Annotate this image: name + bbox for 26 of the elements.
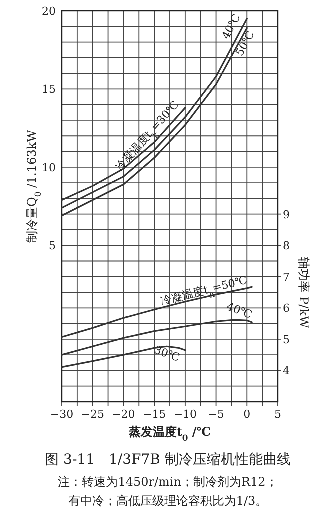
x-tick-label: −5 — [208, 408, 224, 421]
x-tick-label: 5 — [274, 408, 282, 421]
x-tick-label: −20 — [112, 408, 136, 421]
y-tick-label: 10 — [42, 161, 56, 174]
y2-tick-label: 8 — [283, 240, 290, 253]
y-tick-label: 5 — [49, 240, 56, 253]
text: 30℃ — [152, 343, 182, 365]
y2-axis-title: 轴功率 P/kW — [297, 256, 311, 329]
text: 图 3-11 1/3F7B 制冷压缩机性能曲线 — [45, 452, 291, 468]
line-series — [61, 346, 186, 368]
x-axis-title: 蒸发温度t$_{0}$ /℃ — [128, 425, 212, 443]
y-tick-label: 15 — [42, 83, 56, 96]
x-tick-label: −10 — [174, 408, 198, 421]
x-tick-label: −30 — [50, 408, 74, 421]
y2-tick-label: 9 — [283, 208, 290, 222]
y2-tick-label: 4 — [283, 364, 290, 378]
x-tick-label: −25 — [81, 408, 104, 421]
y2-tick-label: 7 — [283, 270, 290, 284]
text: 有中冷；高低压级理论容积比为1/3。 — [68, 494, 268, 508]
text: 40℃ — [224, 300, 254, 322]
y-tick-label: 20 — [42, 5, 56, 18]
x-tick-label: −15 — [142, 408, 166, 421]
text: 注：转速为1450r/min；制冷剂为R12； — [58, 475, 278, 489]
x-tick-label: 0 — [244, 408, 251, 421]
y2-tick-label: 6 — [283, 302, 290, 316]
y2-tick-label: 5 — [283, 333, 290, 346]
